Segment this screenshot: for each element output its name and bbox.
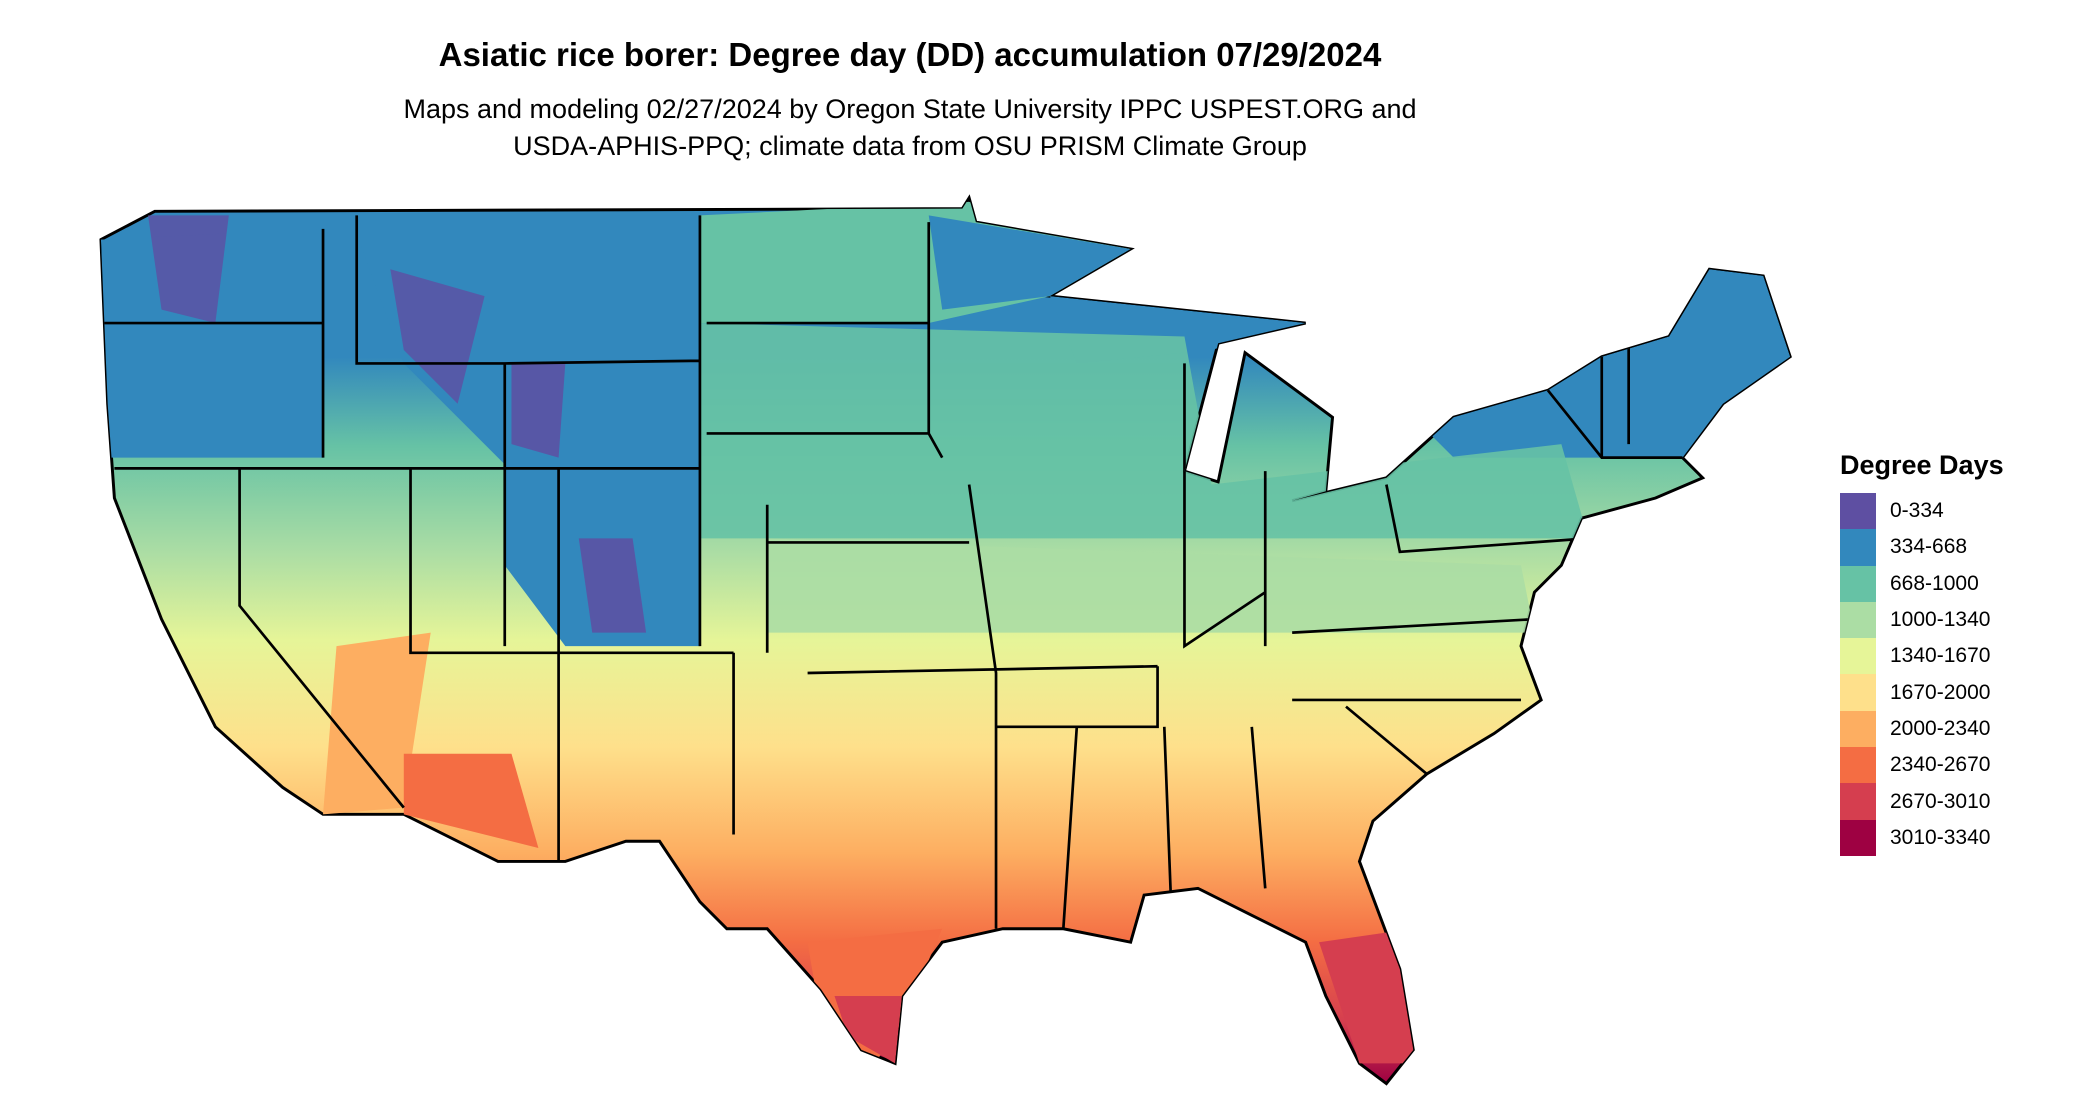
legend-label: 1340-1670	[1890, 644, 1991, 668]
legend-item: 668-1000	[1840, 565, 2004, 602]
legend-label: 334-668	[1890, 535, 1968, 559]
legend-swatch	[1840, 674, 1876, 711]
legend-item: 2340-2670	[1840, 747, 2004, 784]
legend-swatch	[1840, 601, 1876, 639]
legend-label: 0-334	[1890, 499, 1944, 523]
map-subtitle-line-1: Maps and modeling 02/27/2024 by Oregon S…	[403, 94, 1417, 124]
legend-label: 1000-1340	[1890, 608, 1991, 632]
legend-item: 0-334	[1840, 493, 2004, 530]
legend-item: 2670-3010	[1840, 783, 2004, 820]
state-borders	[100, 215, 1683, 929]
legend-title: Degree Days	[1840, 450, 2004, 480]
legend-item: 2000-2340	[1840, 710, 2004, 748]
legend-label: 2000-2340	[1890, 716, 1991, 740]
legend-item: 1000-1340	[1840, 601, 2004, 639]
legend-swatch	[1840, 529, 1876, 566]
legend-swatch	[1840, 493, 1876, 530]
legend-label: 2670-3010	[1890, 789, 1991, 813]
legend-swatch	[1840, 819, 1876, 856]
map-subtitle-line-2: USDA-APHIS-PPQ; climate data from OSU PR…	[513, 131, 1307, 161]
legend-item: 1340-1670	[1840, 638, 2004, 675]
legend-label: 1670-2000	[1890, 680, 1991, 704]
regional-overlays	[100, 201, 1791, 1064]
legend-label: 3010-3340	[1890, 825, 1991, 849]
legend-label: 668-1000	[1890, 571, 1979, 595]
legend: Degree Days 0-334 334-668 668-1000 1000-134…	[1840, 450, 2004, 856]
legend-swatch	[1840, 783, 1876, 820]
legend-swatch	[1840, 565, 1876, 602]
legend-swatch	[1840, 710, 1876, 748]
map-title: Asiatic rice borer: Degree day (DD) accu…	[438, 36, 1382, 73]
legend-swatch	[1840, 747, 1876, 784]
legend-item: 3010-3340	[1840, 819, 2004, 856]
legend-swatch	[1840, 638, 1876, 675]
legend-item: 1670-2000	[1840, 674, 2004, 711]
legend-item: 334-668	[1840, 529, 2004, 566]
legend-label: 2340-2670	[1890, 753, 1991, 777]
